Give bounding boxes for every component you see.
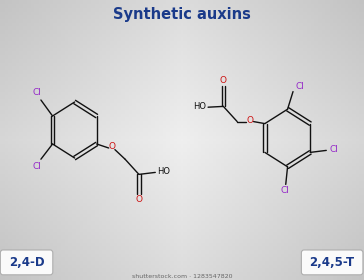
Text: Cl: Cl	[296, 82, 305, 91]
Text: O: O	[108, 142, 115, 151]
Text: Cl: Cl	[281, 186, 289, 195]
Text: 2,4,5-T: 2,4,5-T	[309, 256, 355, 269]
Text: Synthetic auxins: Synthetic auxins	[113, 6, 251, 22]
Text: shutterstock.com · 1283547820: shutterstock.com · 1283547820	[132, 274, 232, 279]
Text: O: O	[220, 76, 227, 85]
FancyBboxPatch shape	[301, 250, 363, 275]
Text: Cl: Cl	[32, 88, 41, 97]
Text: O: O	[135, 195, 142, 204]
Text: Cl: Cl	[32, 162, 41, 171]
Text: Cl: Cl	[330, 145, 339, 154]
Text: O: O	[246, 116, 253, 125]
Text: HO: HO	[157, 167, 170, 176]
Text: HO: HO	[193, 102, 206, 111]
Text: 2,4-D: 2,4-D	[9, 256, 44, 269]
FancyBboxPatch shape	[0, 250, 53, 275]
